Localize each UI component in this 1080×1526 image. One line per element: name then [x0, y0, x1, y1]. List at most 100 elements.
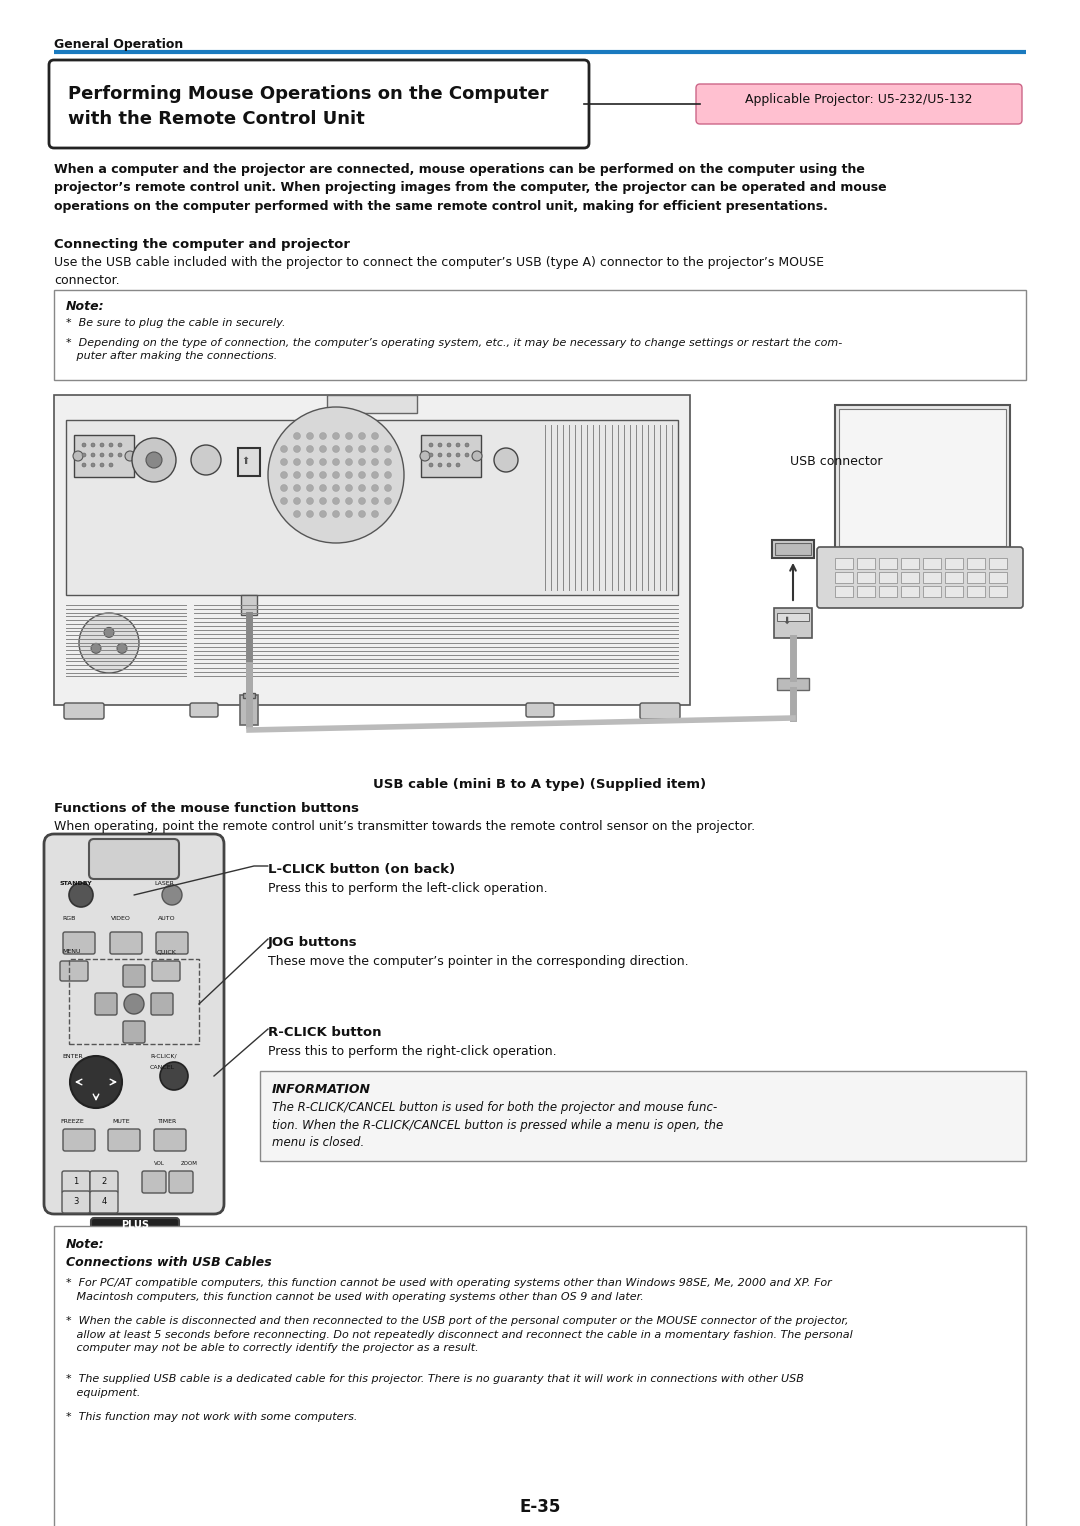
Circle shape — [79, 613, 139, 673]
Circle shape — [372, 497, 378, 505]
Bar — [243, 693, 255, 697]
Text: *  The supplied USB cable is a dedicated cable for this projector. There is no g: * The supplied USB cable is a dedicated … — [66, 1373, 804, 1398]
Circle shape — [384, 446, 391, 453]
Text: R-CLICK/: R-CLICK/ — [150, 1054, 177, 1059]
Bar — [835, 572, 853, 583]
Bar — [54, 395, 690, 705]
Circle shape — [359, 484, 365, 491]
Circle shape — [359, 472, 365, 479]
Circle shape — [333, 497, 339, 505]
FancyBboxPatch shape — [190, 703, 218, 717]
Text: MUTE: MUTE — [112, 1119, 130, 1125]
FancyBboxPatch shape — [49, 60, 589, 148]
Circle shape — [104, 627, 114, 638]
Circle shape — [320, 497, 326, 505]
Circle shape — [359, 497, 365, 505]
Circle shape — [91, 453, 95, 456]
FancyBboxPatch shape — [151, 993, 173, 1015]
Bar — [260, 1071, 1026, 1161]
Circle shape — [372, 432, 378, 439]
Circle shape — [307, 432, 313, 439]
Circle shape — [333, 432, 339, 439]
Circle shape — [438, 462, 442, 467]
Circle shape — [456, 453, 460, 456]
Circle shape — [91, 443, 95, 447]
Circle shape — [320, 484, 326, 491]
FancyBboxPatch shape — [168, 1170, 193, 1193]
Bar — [858, 572, 875, 583]
Circle shape — [447, 453, 451, 456]
FancyBboxPatch shape — [62, 1170, 90, 1193]
Text: 2: 2 — [102, 1177, 107, 1186]
Bar — [945, 586, 963, 597]
Circle shape — [346, 497, 352, 505]
Circle shape — [294, 446, 300, 453]
FancyBboxPatch shape — [62, 1190, 90, 1213]
Circle shape — [384, 497, 391, 505]
Text: 3: 3 — [73, 1196, 79, 1206]
FancyBboxPatch shape — [95, 993, 117, 1015]
Circle shape — [456, 443, 460, 447]
FancyBboxPatch shape — [526, 703, 554, 717]
Bar — [901, 559, 919, 569]
Circle shape — [447, 462, 451, 467]
FancyBboxPatch shape — [123, 1021, 145, 1042]
Circle shape — [281, 484, 287, 491]
Text: Press this to perform the right-click operation.: Press this to perform the right-click op… — [268, 1045, 556, 1058]
Text: LASER: LASER — [154, 881, 174, 887]
Circle shape — [429, 462, 433, 467]
Circle shape — [346, 484, 352, 491]
Text: VIDEO: VIDEO — [111, 916, 131, 922]
Text: Applicable Projector: U5-232/U5-132: Applicable Projector: U5-232/U5-132 — [745, 93, 973, 105]
Text: AUTO: AUTO — [158, 916, 176, 922]
FancyBboxPatch shape — [156, 932, 188, 954]
Circle shape — [447, 443, 451, 447]
Text: 4: 4 — [102, 1196, 107, 1206]
Circle shape — [346, 432, 352, 439]
Text: *  Depending on the type of connection, the computer’s operating system, etc., i: * Depending on the type of connection, t… — [66, 337, 842, 362]
Circle shape — [320, 458, 326, 465]
Bar — [967, 572, 985, 583]
Bar — [989, 559, 1007, 569]
Text: General Operation: General Operation — [54, 38, 184, 50]
Circle shape — [438, 453, 442, 456]
Circle shape — [307, 446, 313, 453]
Circle shape — [73, 452, 83, 461]
Circle shape — [346, 472, 352, 479]
FancyBboxPatch shape — [44, 835, 224, 1215]
Circle shape — [465, 443, 469, 447]
Circle shape — [160, 1062, 188, 1090]
Text: Performing Mouse Operations on the Computer: Performing Mouse Operations on the Compu… — [68, 85, 549, 102]
FancyBboxPatch shape — [640, 703, 680, 719]
Circle shape — [281, 497, 287, 505]
Bar — [839, 409, 1005, 546]
Bar — [945, 572, 963, 583]
Circle shape — [372, 511, 378, 517]
Text: *  When the cable is disconnected and then reconnected to the USB port of the pe: * When the cable is disconnected and the… — [66, 1315, 853, 1354]
Circle shape — [320, 432, 326, 439]
Circle shape — [132, 438, 176, 482]
Circle shape — [438, 443, 442, 447]
Circle shape — [472, 452, 482, 461]
Circle shape — [359, 432, 365, 439]
Text: USB cable (mini B to A type) (Supplied item): USB cable (mini B to A type) (Supplied i… — [374, 778, 706, 790]
Text: E-35: E-35 — [519, 1499, 561, 1515]
Circle shape — [429, 443, 433, 447]
FancyBboxPatch shape — [90, 1170, 118, 1193]
Circle shape — [124, 993, 144, 1013]
Circle shape — [294, 511, 300, 517]
Bar — [75, 435, 134, 478]
Text: Press this to perform the left-click operation.: Press this to perform the left-click ope… — [268, 882, 548, 896]
Circle shape — [346, 458, 352, 465]
Text: JOG buttons: JOG buttons — [268, 935, 357, 949]
Text: TIMER: TIMER — [158, 1119, 177, 1125]
Circle shape — [109, 453, 113, 456]
Bar — [879, 572, 897, 583]
Text: When a computer and the projector are connected, mouse operations can be perform: When a computer and the projector are co… — [54, 163, 887, 214]
Circle shape — [146, 452, 162, 468]
Circle shape — [294, 472, 300, 479]
Text: These move the computer’s pointer in the corresponding direction.: These move the computer’s pointer in the… — [268, 955, 689, 967]
Circle shape — [109, 443, 113, 447]
Circle shape — [465, 453, 469, 456]
Circle shape — [372, 472, 378, 479]
